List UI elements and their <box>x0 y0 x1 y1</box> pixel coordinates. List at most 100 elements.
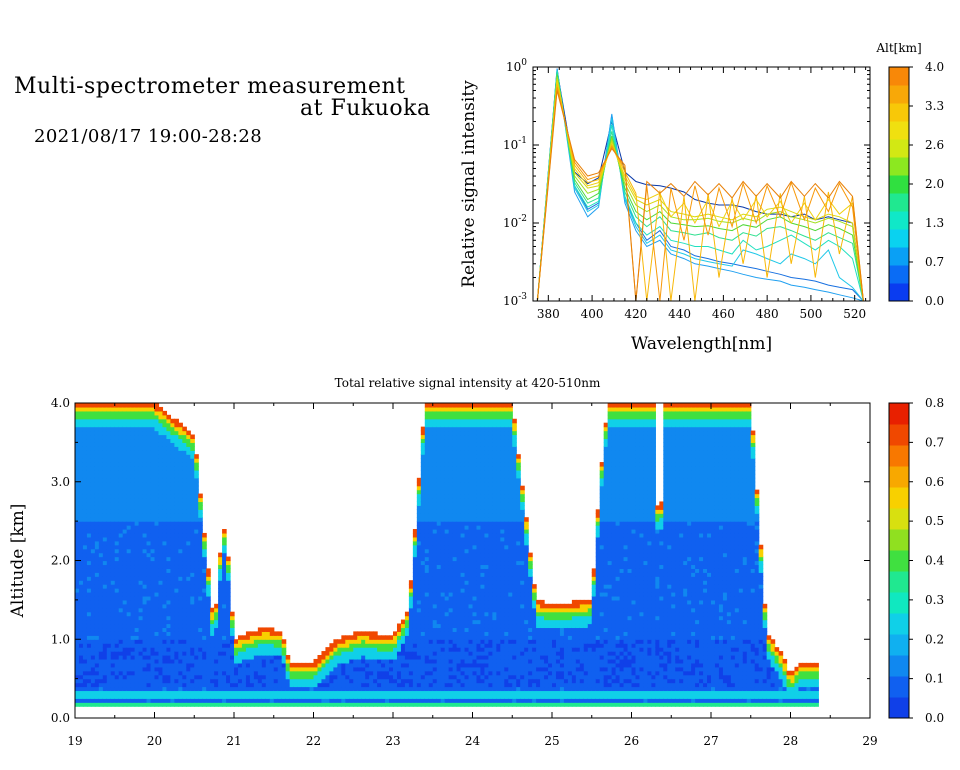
heatmap-cell <box>416 651 422 656</box>
heatmap-cell <box>122 532 128 538</box>
heatmap-cell <box>273 639 279 644</box>
heatmap-cell <box>98 564 104 569</box>
heatmap-cell <box>158 560 164 566</box>
heatmap-cell <box>178 686 183 692</box>
heatmap-cell <box>138 670 144 676</box>
heatmap-cell <box>369 635 374 640</box>
heatmap-cell <box>432 580 438 585</box>
heatmap-cell <box>416 615 422 621</box>
heatmap-cell <box>78 592 84 597</box>
heatmap-cell <box>78 497 84 503</box>
heatmap-cell <box>122 576 128 581</box>
heatmap-cell <box>118 552 124 558</box>
heatmap-cell <box>106 485 112 491</box>
heatmap-cell <box>464 473 470 479</box>
heatmap-cell <box>444 560 450 566</box>
heatmap-cell <box>78 501 84 506</box>
heatmap-cell <box>464 489 470 495</box>
heatmap-cell <box>150 505 156 510</box>
heatmap-cell <box>202 674 207 680</box>
heatmap-cell <box>190 627 195 632</box>
heatmap-cell <box>98 513 104 518</box>
heatmap-cell <box>444 682 450 688</box>
heatmap-cell <box>186 702 191 707</box>
heatmap-cell <box>82 623 88 629</box>
heatmap-cell <box>393 678 398 684</box>
heatmap-cell <box>428 666 434 672</box>
heatmap-cell <box>404 639 410 644</box>
heatmap-cell <box>138 406 144 412</box>
heatmap-cell <box>142 595 148 601</box>
heatmap-cell <box>75 473 80 479</box>
heatmap-cell <box>194 501 199 506</box>
heatmap-cell <box>78 493 84 499</box>
heatmap-cell <box>142 473 148 479</box>
heatmap-cell <box>158 627 164 632</box>
heatmap-cell <box>90 674 96 680</box>
heatmap-cell <box>448 430 454 436</box>
heatmap-cell <box>285 674 291 680</box>
heatmap-cell <box>480 434 486 440</box>
heatmap-cell <box>476 548 482 554</box>
heatmap-cell <box>281 682 287 688</box>
heatmap-cell <box>146 686 152 692</box>
heatmap-cell <box>158 588 164 593</box>
heatmap-cell <box>428 682 434 688</box>
heatmap-cell <box>448 556 454 562</box>
heatmap-cell <box>170 426 175 432</box>
heatmap-cell <box>114 682 120 688</box>
heatmap-cell <box>277 702 283 707</box>
heatmap-cell <box>436 517 442 522</box>
heatmap-cell <box>265 627 271 632</box>
heatmap-cell <box>158 505 164 510</box>
heatmap-cell <box>98 493 104 499</box>
heatmap-cell <box>178 525 183 530</box>
heatmap-cell <box>456 529 462 534</box>
heatmap-cell <box>309 678 315 684</box>
heatmap-cell <box>114 639 120 644</box>
heatmap-cell <box>130 682 136 688</box>
heatmap-cell <box>75 552 80 558</box>
heatmap-cell <box>214 651 219 656</box>
heatmap-cell <box>90 505 96 510</box>
heatmap-cell <box>222 603 227 609</box>
heatmap-cell <box>78 615 84 621</box>
heatmap-cell <box>190 517 195 522</box>
heatmap-cell <box>218 651 223 656</box>
heatmap-cell <box>464 686 470 692</box>
heatmap-cell <box>222 529 227 534</box>
heatmap-cell <box>428 403 434 408</box>
heatmap-cell <box>428 651 434 656</box>
heatmap-cell <box>408 690 414 695</box>
heatmap-cell <box>75 556 80 562</box>
heatmap-cell <box>404 694 410 699</box>
heatmap-cell <box>162 568 168 573</box>
heatmap-cell <box>86 509 92 514</box>
heatmap-cell <box>369 702 374 707</box>
heatmap-cell <box>82 536 88 542</box>
heatmap-cell <box>424 619 430 625</box>
heatmap-cell <box>186 532 191 538</box>
heatmap-cell <box>432 698 438 703</box>
heatmap-cell <box>349 651 354 656</box>
heatmap-cell <box>305 694 311 699</box>
heatmap-cell <box>86 588 92 593</box>
heatmap-cell <box>122 607 128 613</box>
heatmap-cell <box>448 639 454 644</box>
heatmap-cell <box>75 481 80 487</box>
heatmap-cell <box>226 576 231 581</box>
heatmap-cell <box>110 481 116 487</box>
heatmap-cell <box>98 615 104 621</box>
heatmap-cell <box>174 525 179 530</box>
heatmap-cell <box>102 674 108 680</box>
heatmap-cell <box>241 655 247 660</box>
heatmap-cell <box>190 532 195 538</box>
heatmap-cell <box>158 662 164 668</box>
heatmap-cell <box>174 529 179 534</box>
heatmap-cell <box>444 568 450 573</box>
heatmap-cell <box>448 670 454 676</box>
heatmap-cell <box>416 576 422 581</box>
heatmap-cell <box>142 513 148 518</box>
heatmap-cell <box>138 611 144 617</box>
heatmap-cell <box>472 702 478 707</box>
